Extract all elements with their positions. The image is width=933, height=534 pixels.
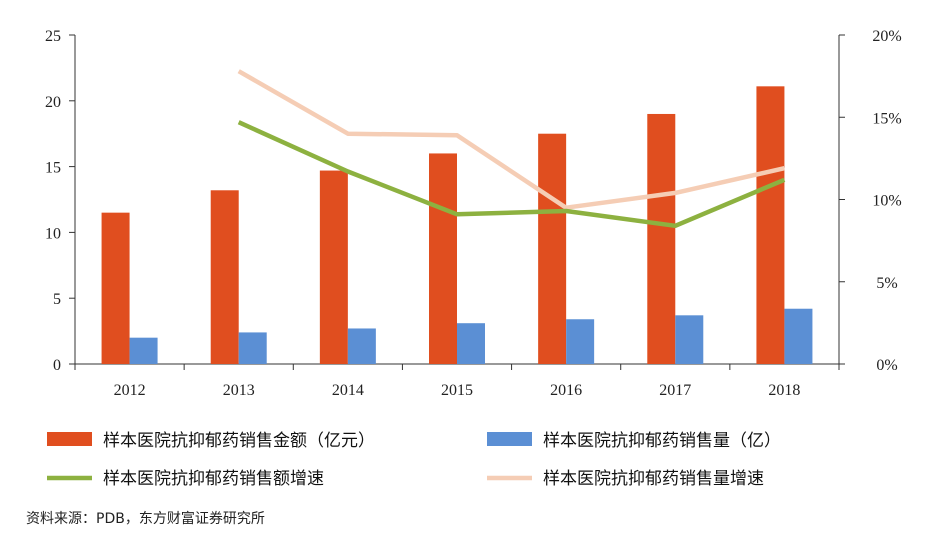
y-left-tick-label: 25 [45, 28, 61, 45]
y-right-tick-label: 20% [872, 28, 901, 45]
y-left-tick-label: 5 [53, 291, 61, 308]
y-left-tick-label: 20 [45, 94, 61, 111]
x-tick-label: 2015 [441, 382, 473, 399]
bar-sales-amount [319, 170, 348, 364]
bar-sales-amount [538, 133, 567, 364]
x-tick-label: 2016 [550, 382, 582, 399]
bar-sales-amount [756, 86, 785, 364]
bar-sales-volume [784, 308, 813, 364]
bar-sales-amount [647, 113, 676, 365]
legend-sales-amount: 样本医院抗抑郁药销售金额（亿元） [47, 431, 375, 451]
y-left-tick-label: 15 [45, 160, 61, 177]
bar-sales-volume [347, 328, 376, 364]
y-left-tick-label: 0 [53, 357, 61, 374]
y-right-tick-label: 15% [872, 110, 901, 127]
bar-sales-volume [566, 319, 595, 364]
bar-sales-volume [675, 315, 704, 364]
legend-swatch [487, 432, 532, 446]
x-tick-label: 2017 [659, 382, 691, 399]
legend-amount-growth: 样本医院抗抑郁药销售额增速 [47, 469, 324, 489]
y-right-tick-label: 10% [872, 193, 901, 210]
legend-label: 样本医院抗抑郁药销售量增速 [543, 469, 764, 489]
legend-label: 样本医院抗抑郁药销售量（亿） [543, 431, 781, 451]
legend-swatch [47, 432, 92, 446]
x-tick-label: 2014 [332, 382, 364, 399]
y-right-tick-label: 5% [876, 275, 897, 292]
legend-label: 样本医院抗抑郁药销售金额（亿元） [103, 431, 375, 451]
x-tick-label: 2018 [768, 382, 800, 399]
bar-sales-volume [129, 337, 158, 364]
bar-sales-amount [101, 212, 130, 364]
bar-sales-volume [457, 323, 485, 364]
chart-legend: 样本医院抗抑郁药销售金额（亿元） 样本医院抗抑郁药销售量（亿） 样本医院抗抑郁药销售… [47, 431, 781, 489]
legend-label: 样本医院抗抑郁药销售额增速 [103, 469, 324, 489]
chart-bars [101, 86, 813, 365]
x-tick-label: 2013 [223, 382, 255, 399]
bar-sales-volume [238, 332, 267, 364]
line-sales-volume-growth [237, 69, 785, 210]
line-sales-amount-growth [237, 120, 786, 229]
y-right-tick-label: 0% [876, 357, 897, 374]
chart-ticks: 0 5 10 15 20 25 0% 5% 10% 15% 20% 2012 2013 2014 2015 2… [45, 28, 902, 399]
x-tick-label: 2012 [114, 382, 146, 399]
y-left-tick-label: 10 [45, 225, 61, 242]
chart-lines [237, 69, 786, 229]
bar-sales-amount [210, 190, 239, 364]
legend-volume-growth: 样本医院抗抑郁药销售量增速 [487, 469, 764, 489]
legend-sales-volume: 样本医院抗抑郁药销售量（亿） [487, 431, 781, 451]
source-note: 资料来源：PDB，东方财富证券研究所 [26, 511, 265, 527]
bar-sales-amount [429, 153, 457, 364]
